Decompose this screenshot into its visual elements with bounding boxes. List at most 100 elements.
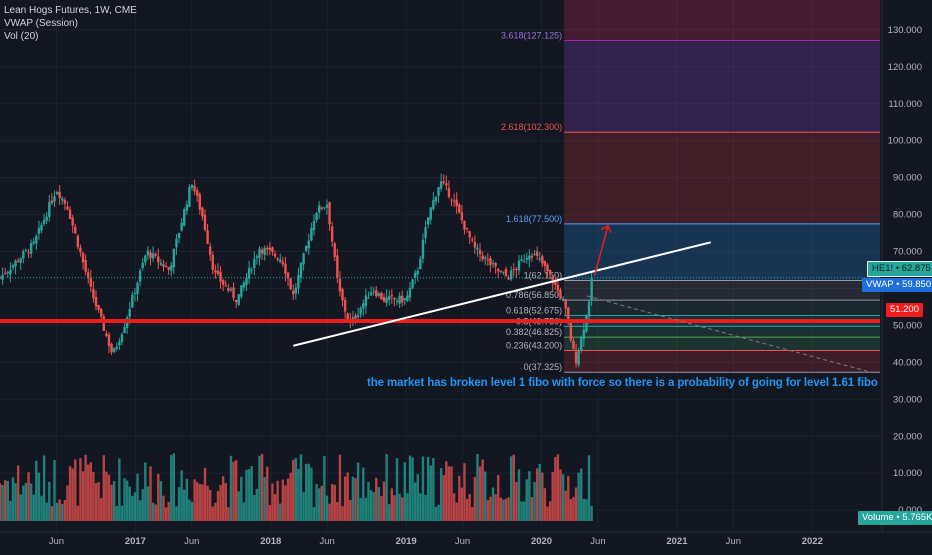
volume-bar bbox=[11, 477, 15, 521]
volume-bar bbox=[157, 473, 160, 521]
volume-bar bbox=[159, 481, 163, 521]
time-axis-tick: 2017 bbox=[125, 536, 146, 547]
candle-body bbox=[263, 248, 266, 255]
candle-body bbox=[388, 296, 391, 300]
volume-bar bbox=[61, 503, 64, 521]
volume-bar bbox=[434, 506, 438, 521]
volume-bar bbox=[369, 490, 373, 521]
candle-body bbox=[107, 334, 111, 346]
volume-bar bbox=[123, 478, 126, 521]
annotation-note[interactable]: the market has broken level 1 fibo with … bbox=[367, 377, 878, 389]
volume-bar bbox=[577, 472, 580, 521]
candle-body bbox=[97, 305, 100, 310]
candlesticks bbox=[0, 173, 593, 368]
volume-bar bbox=[42, 455, 46, 521]
candle-body bbox=[582, 329, 586, 339]
volume-bar bbox=[424, 494, 427, 521]
candle-body bbox=[304, 246, 308, 251]
volume-bar bbox=[110, 484, 113, 521]
time-axis-tick: Jun bbox=[726, 536, 741, 547]
candle-body bbox=[473, 241, 477, 248]
candle-body bbox=[554, 281, 557, 285]
volume-bar bbox=[530, 496, 534, 521]
candle-body bbox=[92, 289, 95, 299]
volume-bar bbox=[294, 458, 298, 521]
volume-bar bbox=[406, 493, 409, 521]
volume-bar bbox=[364, 497, 368, 521]
volume-bar bbox=[112, 481, 116, 521]
volume-bar bbox=[419, 493, 422, 521]
candle-body bbox=[81, 252, 85, 263]
candle-body bbox=[393, 297, 396, 300]
candle-body bbox=[66, 206, 69, 210]
candle-body bbox=[292, 290, 295, 295]
candle-body bbox=[76, 235, 80, 248]
candle-body bbox=[315, 212, 318, 221]
candle-body bbox=[429, 207, 432, 220]
volume-bar bbox=[154, 504, 157, 521]
volume-bar bbox=[247, 469, 251, 521]
candle-body bbox=[416, 270, 419, 275]
legend-vwap[interactable]: VWAP (Session) bbox=[4, 18, 78, 29]
volume-bar bbox=[385, 454, 388, 521]
candle-body bbox=[61, 198, 64, 201]
fib-zone bbox=[564, 40, 880, 133]
candle-body bbox=[87, 272, 90, 278]
volume-bar bbox=[22, 485, 25, 521]
legend-symbol[interactable]: Lean Hogs Futures, 1W, CME bbox=[4, 5, 137, 16]
candle-body bbox=[110, 344, 113, 353]
volume-bar bbox=[66, 485, 69, 521]
candle-body bbox=[499, 270, 503, 272]
volume-bar bbox=[221, 476, 225, 521]
candle-body bbox=[146, 250, 150, 256]
volume-bar bbox=[408, 455, 412, 521]
candle-body bbox=[577, 350, 580, 365]
candle-body bbox=[377, 293, 381, 296]
candle-body bbox=[37, 227, 41, 234]
candle-body bbox=[585, 314, 588, 332]
candle-body bbox=[398, 295, 401, 304]
candle-body bbox=[556, 284, 560, 291]
price-axis-tick: 0.000 bbox=[898, 505, 922, 516]
volume-bar bbox=[40, 495, 43, 521]
candle-body bbox=[312, 220, 316, 231]
candle-body bbox=[465, 228, 469, 230]
candle-body bbox=[216, 270, 220, 274]
candle-body bbox=[458, 204, 461, 213]
candle-body bbox=[1, 274, 4, 280]
candle-body bbox=[133, 292, 137, 294]
candle-body bbox=[497, 269, 500, 272]
volume-bar bbox=[167, 501, 170, 521]
volume-bar bbox=[564, 490, 567, 521]
volume-bar bbox=[151, 502, 155, 521]
candle-body bbox=[45, 216, 48, 221]
time-axis-tick: Jun bbox=[49, 536, 64, 547]
volume-bar bbox=[307, 463, 310, 521]
candle-body bbox=[590, 278, 593, 301]
candle-body bbox=[120, 334, 124, 343]
candle-body bbox=[489, 258, 492, 266]
candle-body bbox=[455, 199, 458, 206]
legend-volume[interactable]: Vol (20) bbox=[4, 31, 39, 42]
volume-bar bbox=[245, 469, 248, 521]
candle-body bbox=[29, 243, 33, 254]
volume-bar bbox=[336, 502, 339, 521]
fib-zone bbox=[564, 132, 880, 224]
volume-bar bbox=[315, 484, 318, 521]
volume-bar bbox=[556, 454, 560, 521]
volume-bar bbox=[413, 482, 417, 521]
volume-bar bbox=[27, 472, 30, 521]
candle-body bbox=[408, 287, 412, 298]
candle-body bbox=[307, 240, 310, 249]
volume-bar bbox=[281, 479, 285, 521]
volume-bar bbox=[68, 466, 72, 521]
volume-bar bbox=[471, 507, 474, 521]
volume-bar bbox=[219, 484, 222, 521]
volume-bar bbox=[346, 472, 349, 521]
fib-zone bbox=[564, 0, 880, 41]
candle-body bbox=[432, 199, 435, 210]
candle-body bbox=[128, 309, 131, 317]
volume-bar bbox=[452, 493, 456, 521]
